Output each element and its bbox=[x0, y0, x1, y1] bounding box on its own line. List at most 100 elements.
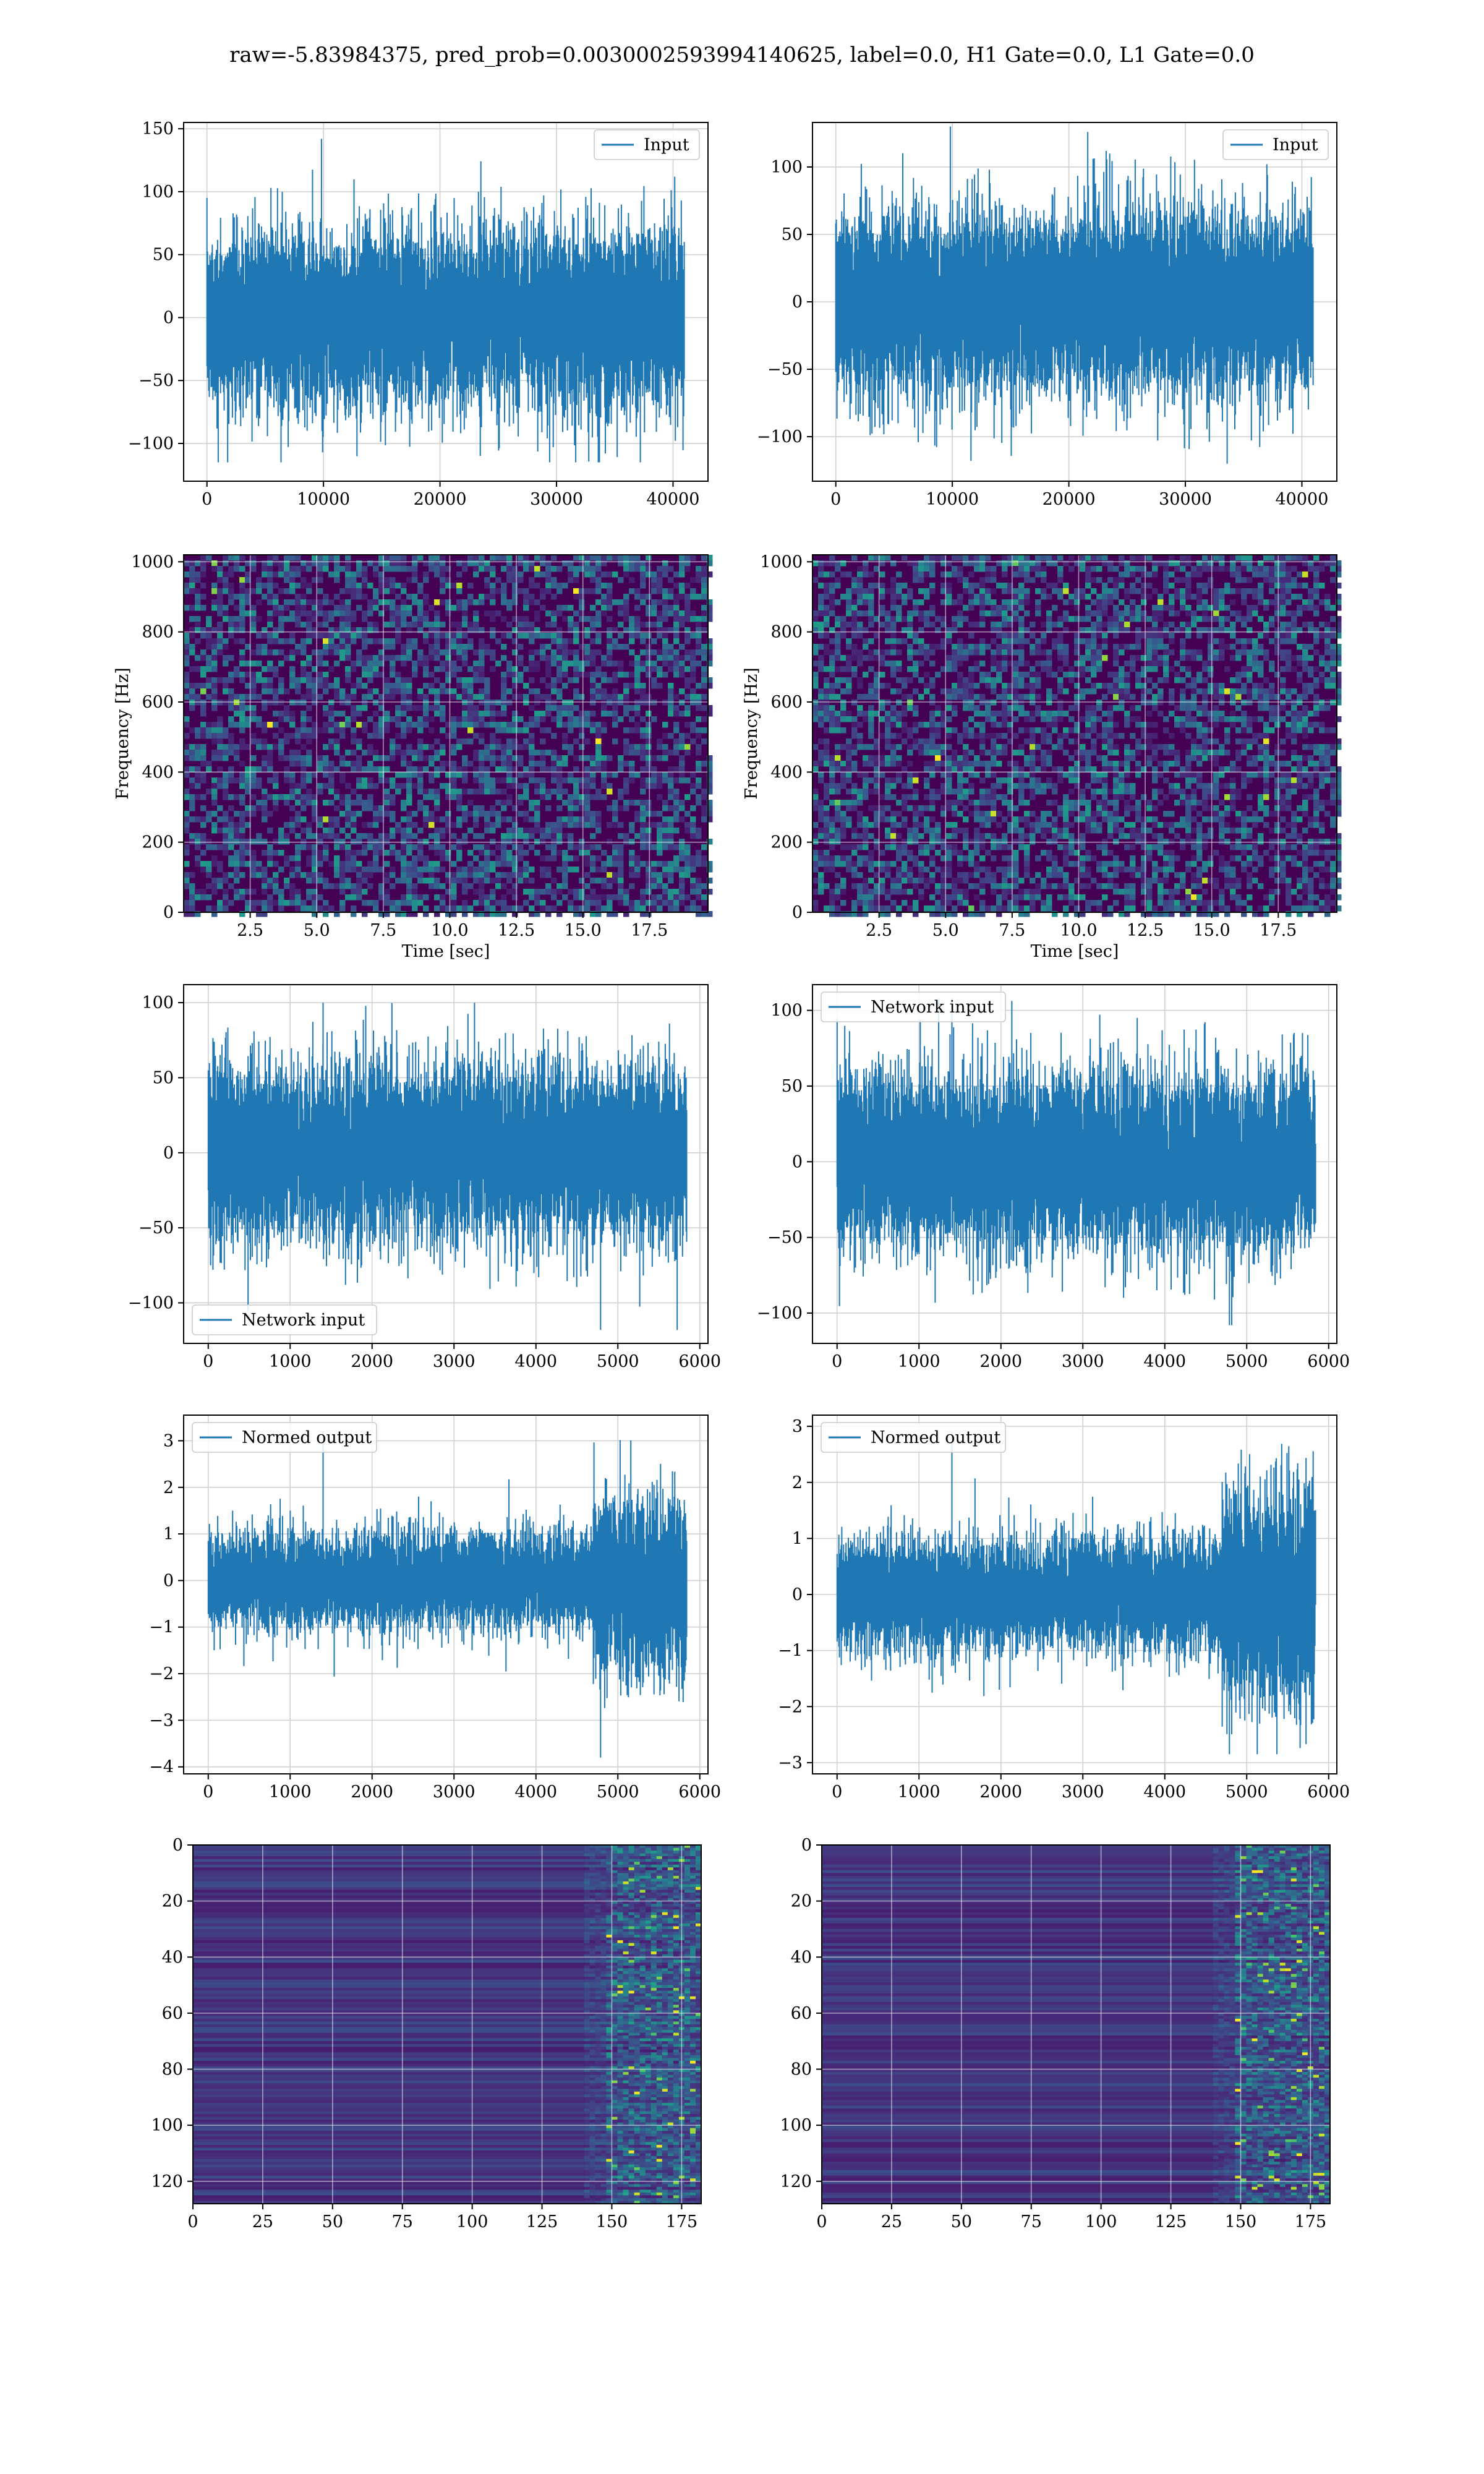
y-tick-label: −100 bbox=[757, 427, 803, 447]
x-tick-label: 75 bbox=[1021, 2212, 1042, 2232]
legend-label: Input bbox=[1273, 135, 1318, 155]
x-tick-label: 5000 bbox=[1226, 1352, 1268, 1371]
x-tick-label: 4000 bbox=[1143, 1783, 1186, 1802]
y-tick-label: 40 bbox=[791, 1948, 812, 1967]
series-line-normed-output bbox=[207, 1431, 688, 1758]
x-tick-label: 4000 bbox=[514, 1783, 557, 1802]
y-tick-label: 0 bbox=[801, 1836, 812, 1855]
x-tick-label: 10000 bbox=[926, 490, 979, 509]
y-tick-label: 100 bbox=[780, 2116, 812, 2135]
x-tick-label: 5.0 bbox=[932, 921, 959, 940]
axes-frame bbox=[812, 554, 1337, 913]
x-tick-label: 6000 bbox=[1307, 1783, 1350, 1802]
y-tick-label: −100 bbox=[757, 1304, 803, 1323]
legend: Network input bbox=[192, 1304, 377, 1335]
x-tick-label: 0 bbox=[203, 1352, 213, 1371]
x-tick-label: 5000 bbox=[597, 1783, 639, 1802]
y-tick-label: 400 bbox=[142, 763, 174, 782]
axes-frame bbox=[183, 122, 709, 482]
y-tick-label: 40 bbox=[162, 1948, 183, 1967]
x-tick-label: 1000 bbox=[269, 1352, 312, 1371]
y-tick-label: 150 bbox=[142, 119, 174, 139]
y-tick-label: 80 bbox=[162, 2060, 183, 2079]
y-tick-label: 2 bbox=[792, 1473, 803, 1492]
x-tick-label: 100 bbox=[456, 2212, 488, 2232]
y-tick-label: 60 bbox=[162, 2004, 183, 2023]
y-tick-label: 0 bbox=[792, 903, 803, 922]
x-tick-label: 1000 bbox=[898, 1783, 940, 1802]
y-tick-label: −100 bbox=[128, 1293, 174, 1312]
y-tick-label: 1 bbox=[163, 1525, 174, 1544]
legend-box bbox=[594, 129, 700, 160]
y-tick-label: 0 bbox=[173, 1836, 183, 1855]
y-tick-label: 100 bbox=[770, 1001, 803, 1021]
subplot-r5c1: 0 25 50 75 100 125 150 175 0 20 40 60 80 100 120 bbox=[151, 1836, 702, 2232]
legend-box bbox=[1222, 129, 1329, 160]
y-tick-label: 400 bbox=[770, 763, 803, 782]
series-line-network-input bbox=[207, 1003, 688, 1330]
heatmap-cells bbox=[184, 555, 713, 917]
y-tick-label: 0 bbox=[792, 1152, 803, 1171]
x-tick-label: 20000 bbox=[414, 490, 467, 509]
y-tick-label: 0 bbox=[163, 308, 174, 327]
axes-frame bbox=[183, 984, 709, 1344]
y-tick-label: 0 bbox=[163, 903, 174, 922]
x-tick-label: 25 bbox=[881, 2212, 902, 2232]
figure-title: raw=-5.83984375, pred_prob=0.00300025939… bbox=[229, 43, 1255, 67]
y-tick-label: 1000 bbox=[760, 552, 803, 571]
subplot-r3c1: 0 1000 2000 3000 4000 5000 6000 −100 −50 0 50 100 Ne… bbox=[128, 984, 721, 1371]
subplot-r2c2: 2.5 5.0 7.5 10.0 12.5 15.0 17.5 0 200 400 600 800 10… bbox=[742, 552, 1342, 961]
x-tick-label: 3000 bbox=[433, 1783, 475, 1802]
y-tick-label: −50 bbox=[767, 360, 803, 379]
y-tick-label: 50 bbox=[153, 246, 174, 265]
x-tick-label: 5.0 bbox=[304, 921, 330, 940]
y-axis-label: Frequency [Hz] bbox=[742, 667, 761, 799]
y-tick-label: −4 bbox=[149, 1758, 174, 1777]
y-tick-label: 1000 bbox=[131, 552, 174, 571]
x-tick-label: 5000 bbox=[1226, 1783, 1268, 1802]
x-tick-label: 5000 bbox=[597, 1352, 639, 1371]
axes-frame bbox=[812, 984, 1337, 1344]
x-tick-label: 6000 bbox=[678, 1783, 721, 1802]
axes-frame bbox=[812, 1415, 1337, 1774]
y-tick-label: −50 bbox=[767, 1228, 803, 1248]
y-tick-label: −50 bbox=[139, 371, 174, 390]
x-tick-label: 2.5 bbox=[866, 921, 892, 940]
x-tick-label: 0 bbox=[830, 490, 841, 509]
x-tick-label: 175 bbox=[1295, 2212, 1327, 2232]
x-tick-label: 40000 bbox=[1276, 490, 1329, 509]
y-tick-label: 120 bbox=[151, 2172, 183, 2191]
x-tick-label: 17.5 bbox=[1260, 921, 1297, 940]
y-tick-label: 0 bbox=[163, 1144, 174, 1163]
axes-frame bbox=[192, 1844, 702, 2204]
y-tick-label: 20 bbox=[162, 1892, 183, 1911]
x-tick-label: 125 bbox=[1155, 2212, 1187, 2232]
subplot-r5c2: 0 25 50 75 100 125 150 175 0 20 40 60 80 100 120 bbox=[780, 1836, 1331, 2232]
x-tick-label: 150 bbox=[596, 2212, 628, 2232]
x-tick-label: 175 bbox=[666, 2212, 698, 2232]
subplot-r2c1: 2.5 5.0 7.5 10.0 12.5 15.0 17.5 0 200 400 600 800 10… bbox=[113, 552, 713, 961]
y-tick-label: 800 bbox=[770, 623, 803, 642]
legend-box bbox=[821, 1422, 1006, 1453]
y-tick-label: 100 bbox=[142, 993, 174, 1012]
legend: Input bbox=[594, 129, 700, 160]
y-tick-label: −50 bbox=[139, 1218, 174, 1238]
x-tick-label: 0 bbox=[816, 2212, 827, 2232]
y-tick-label: 200 bbox=[770, 833, 803, 852]
y-tick-label: 200 bbox=[142, 833, 174, 852]
legend-box bbox=[821, 991, 1006, 1022]
x-tick-label: 3000 bbox=[1062, 1352, 1104, 1371]
x-tick-label: 25 bbox=[252, 2212, 273, 2232]
subplot-r3c2: 0 1000 2000 3000 4000 5000 6000 −100 −50 0 50 100 Ne… bbox=[757, 984, 1350, 1371]
y-tick-label: 80 bbox=[791, 2060, 812, 2079]
y-tick-label: 50 bbox=[782, 225, 803, 244]
y-tick-label: 60 bbox=[791, 2004, 812, 2023]
x-tick-label: 15.0 bbox=[565, 921, 602, 940]
x-tick-label: 50 bbox=[322, 2212, 343, 2232]
x-axis-label: Time [sec] bbox=[1031, 942, 1119, 961]
x-tick-label: 30000 bbox=[1159, 490, 1212, 509]
x-tick-label: 1000 bbox=[898, 1352, 940, 1371]
y-tick-label: 600 bbox=[142, 693, 174, 712]
y-tick-label: −100 bbox=[128, 434, 174, 453]
